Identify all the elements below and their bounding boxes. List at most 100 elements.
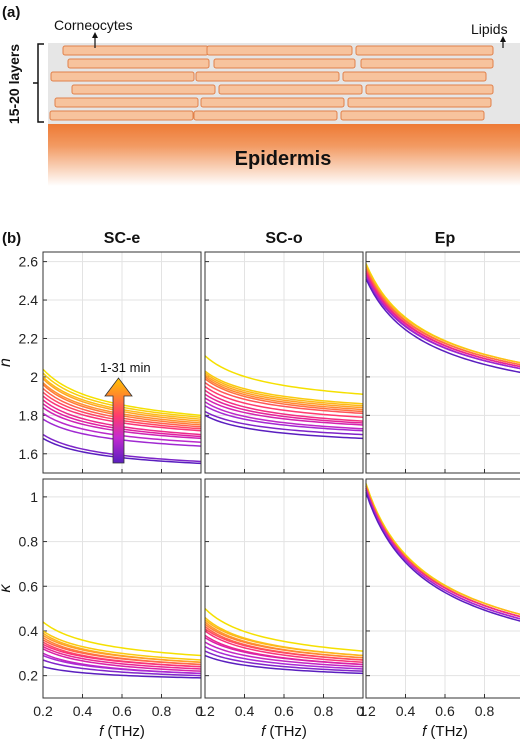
plot-frame: [204, 478, 364, 699]
x-tick-label: 0.2: [33, 703, 53, 719]
y-tick-label: 1.6: [19, 446, 39, 462]
y-tick-label: 0.4: [19, 623, 39, 639]
corneocyte-cell: [200, 97, 345, 108]
series-line: [204, 355, 364, 395]
series-line: [204, 654, 364, 675]
layers-label: 15-20 layers: [6, 44, 22, 124]
series-line: [204, 645, 364, 670]
plot-area: [366, 252, 520, 473]
series-line: [365, 272, 520, 368]
panel-a: (a) Corneocytes Lipids 15-20 layers Epid…: [2, 4, 520, 186]
series-line: [365, 489, 520, 620]
plot-frame: [204, 251, 364, 474]
corneocytes-arrowhead-icon: [92, 32, 98, 38]
x-axis-label: f (THz): [422, 723, 468, 740]
series-line: [204, 619, 364, 657]
x-tick-label: 0.4: [235, 703, 255, 719]
series-line: [204, 623, 364, 659]
corneocyte-cell: [54, 97, 199, 108]
series-line: [204, 397, 364, 426]
time-arrow: 1-31 min: [100, 360, 151, 464]
series-line: [365, 276, 520, 370]
y-tick-label: 0.2: [19, 668, 39, 684]
epidermis-label: Epidermis: [235, 148, 332, 170]
series-line: [365, 265, 520, 364]
series-line: [365, 492, 520, 622]
x-tick-label: 1: [197, 703, 205, 719]
series-line: [204, 405, 364, 432]
corneocyte-cell: [355, 45, 494, 56]
x-tick-label: 0.6: [274, 703, 294, 719]
series-line: [204, 376, 364, 411]
series-line: [42, 639, 202, 666]
x-axis-label: f (THz): [99, 723, 145, 740]
y-axis-label: n: [0, 358, 14, 367]
x-tick-label: 0.6: [112, 703, 132, 719]
corneocyte-cell: [71, 84, 216, 95]
plot-grid: 1.6 1.8 2 2.2 2.4 2.6 SC-e n SC-o Ep 0.2 0.4 0.6 0.8 1…: [0, 230, 520, 740]
x-tick-label: 0.8: [152, 703, 172, 719]
series-line: [204, 374, 364, 409]
subplot-title: SC-o: [265, 230, 303, 247]
panel-a-label: (a): [2, 4, 20, 21]
corneocyte-cell: [195, 71, 340, 82]
subplot-2: SC-o: [204, 230, 364, 474]
corneocyte-cell: [67, 58, 210, 69]
epidermis-layer: [48, 124, 520, 186]
corneocyte-cell: [193, 110, 338, 121]
x-axis-label: f (THz): [261, 723, 307, 740]
panel-b-label: (b): [2, 230, 21, 247]
y-tick-label: 2.2: [19, 330, 39, 346]
corneocyte-cell: [340, 110, 485, 121]
y-axis-label: κ: [0, 584, 14, 593]
series-line: [42, 665, 202, 679]
corneocyte-stack: [49, 45, 494, 121]
series-line: [204, 641, 364, 668]
series-line: [365, 268, 520, 366]
series-line: [204, 389, 364, 422]
plot-frame: [365, 251, 520, 474]
subplot-title: Ep: [435, 230, 456, 247]
y-tick-label: 1.8: [19, 407, 39, 423]
lipids-arrowhead-icon: [500, 36, 506, 42]
series-line: [204, 410, 364, 436]
y-tick-label: 2.4: [19, 292, 39, 308]
corneocyte-cell: [62, 45, 209, 56]
y-tick-label: 0.6: [19, 578, 39, 594]
series-line: [42, 648, 202, 672]
corneocytes-label: Corneocytes: [54, 17, 133, 33]
corneocyte-cell: [50, 71, 195, 82]
panel-b: (b) 1.6 1.8 2 2.2 2.4 2.6 SC-e n SC-o Ep 0.2 0.4 0.6…: [0, 230, 520, 740]
x-tick-label: 1: [359, 703, 367, 719]
subplot-3: Ep: [365, 230, 520, 474]
series-line: [204, 393, 364, 424]
series-line: [42, 634, 202, 663]
x-tick-label: 0.2: [356, 703, 376, 719]
subplot-title: SC-e: [104, 230, 141, 247]
series-line: [204, 382, 364, 415]
series-line: [42, 643, 202, 668]
subplot-4: 0.2 0.4 0.6 0.8 1 0.2 0.4 0.6 0.8 1 κ f (THz): [0, 478, 205, 740]
subplot-6: 0.2 0.4 0.6 0.8 1 f (THz): [356, 478, 520, 740]
y-tick-label: 1: [30, 489, 38, 505]
x-tick-label: 0.2: [195, 703, 215, 719]
series-line: [42, 645, 202, 670]
y-tick-label: 2: [30, 369, 38, 385]
corneocyte-cell: [213, 58, 356, 69]
series-line: [204, 414, 364, 440]
series-line: [204, 628, 364, 661]
corneocyte-cell: [49, 110, 194, 121]
plot-frame: [42, 251, 202, 474]
subplot-5: 0.2 0.4 0.6 0.8 1 f (THz): [195, 478, 367, 740]
x-tick-label: 0.4: [396, 703, 416, 719]
lipids-label: Lipids: [471, 21, 508, 37]
time-arrow-icon: [104, 377, 133, 464]
corneocyte-cell: [218, 84, 363, 95]
plot-frame: [42, 478, 202, 699]
corneocyte-cell: [365, 84, 494, 95]
series-line: [204, 630, 364, 663]
series-line: [42, 621, 202, 657]
corneocyte-cell: [360, 58, 494, 69]
y-tick-label: 0.8: [19, 534, 39, 550]
series-line: [204, 401, 364, 430]
